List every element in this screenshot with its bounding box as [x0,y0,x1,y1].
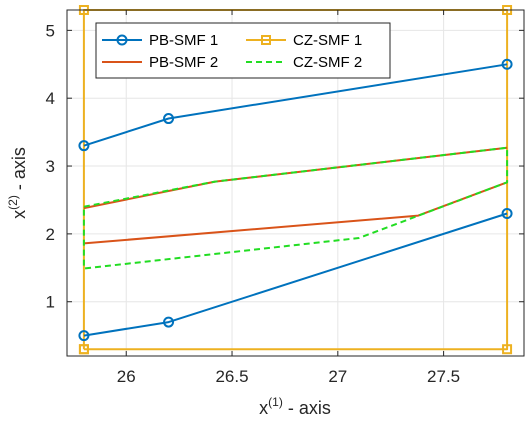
x-tick-label: 26.5 [215,367,248,386]
series-cz-smf-2 [82,146,509,270]
y-tick-label: 2 [46,225,55,244]
pb-smf-1-marker [163,113,175,125]
pb-smf-1-marker [163,316,175,328]
legend-marker-pb-smf-1 [116,34,128,46]
legend: PB-SMF 1 CZ-SMF 1 PB-SMF 2 CZ-SMF 2 [95,22,391,79]
cz-smf-1-marker [502,344,513,355]
pb-smf-1-line [83,63,508,147]
pb-smf-1-marker [78,330,90,342]
y-tick-label: 5 [46,21,55,40]
pb-smf-1-marker [501,208,513,220]
x-tick-label: 27 [328,367,347,386]
plot-frame [66,9,525,357]
x-tick-label: 26 [117,367,136,386]
legend-label-pb-smf-2: PB-SMF 2 [149,54,218,71]
series-pb-smf-1 [78,58,513,342]
pb-smf-1-line [83,212,508,337]
x-tick-label: 27.5 [427,367,460,386]
x-axis-label: x(1) - axis [259,395,331,418]
y-tick-label: 4 [46,89,55,108]
y-tick-label: 1 [46,293,55,312]
legend-label-cz-smf-1: CZ-SMF 1 [293,32,362,49]
legend-label-pb-smf-1: PB-SMF 1 [149,32,218,49]
cz-smf-1-marker [78,344,89,355]
y-tick-label: 3 [46,157,55,176]
legend-label-cz-smf-2: CZ-SMF 2 [293,54,362,71]
y-axis-label: x(2) - axis [6,147,29,219]
cz-smf-2-line [82,146,509,270]
legend-marker-cz-smf-1 [261,35,271,45]
pb-smf-1-marker [78,140,90,152]
ticks [67,10,524,356]
tick-labels: 26 26.5 27 27.5 1 2 3 4 5 [46,21,461,386]
pb-smf-1-marker [501,58,513,70]
legend-box [95,22,391,79]
